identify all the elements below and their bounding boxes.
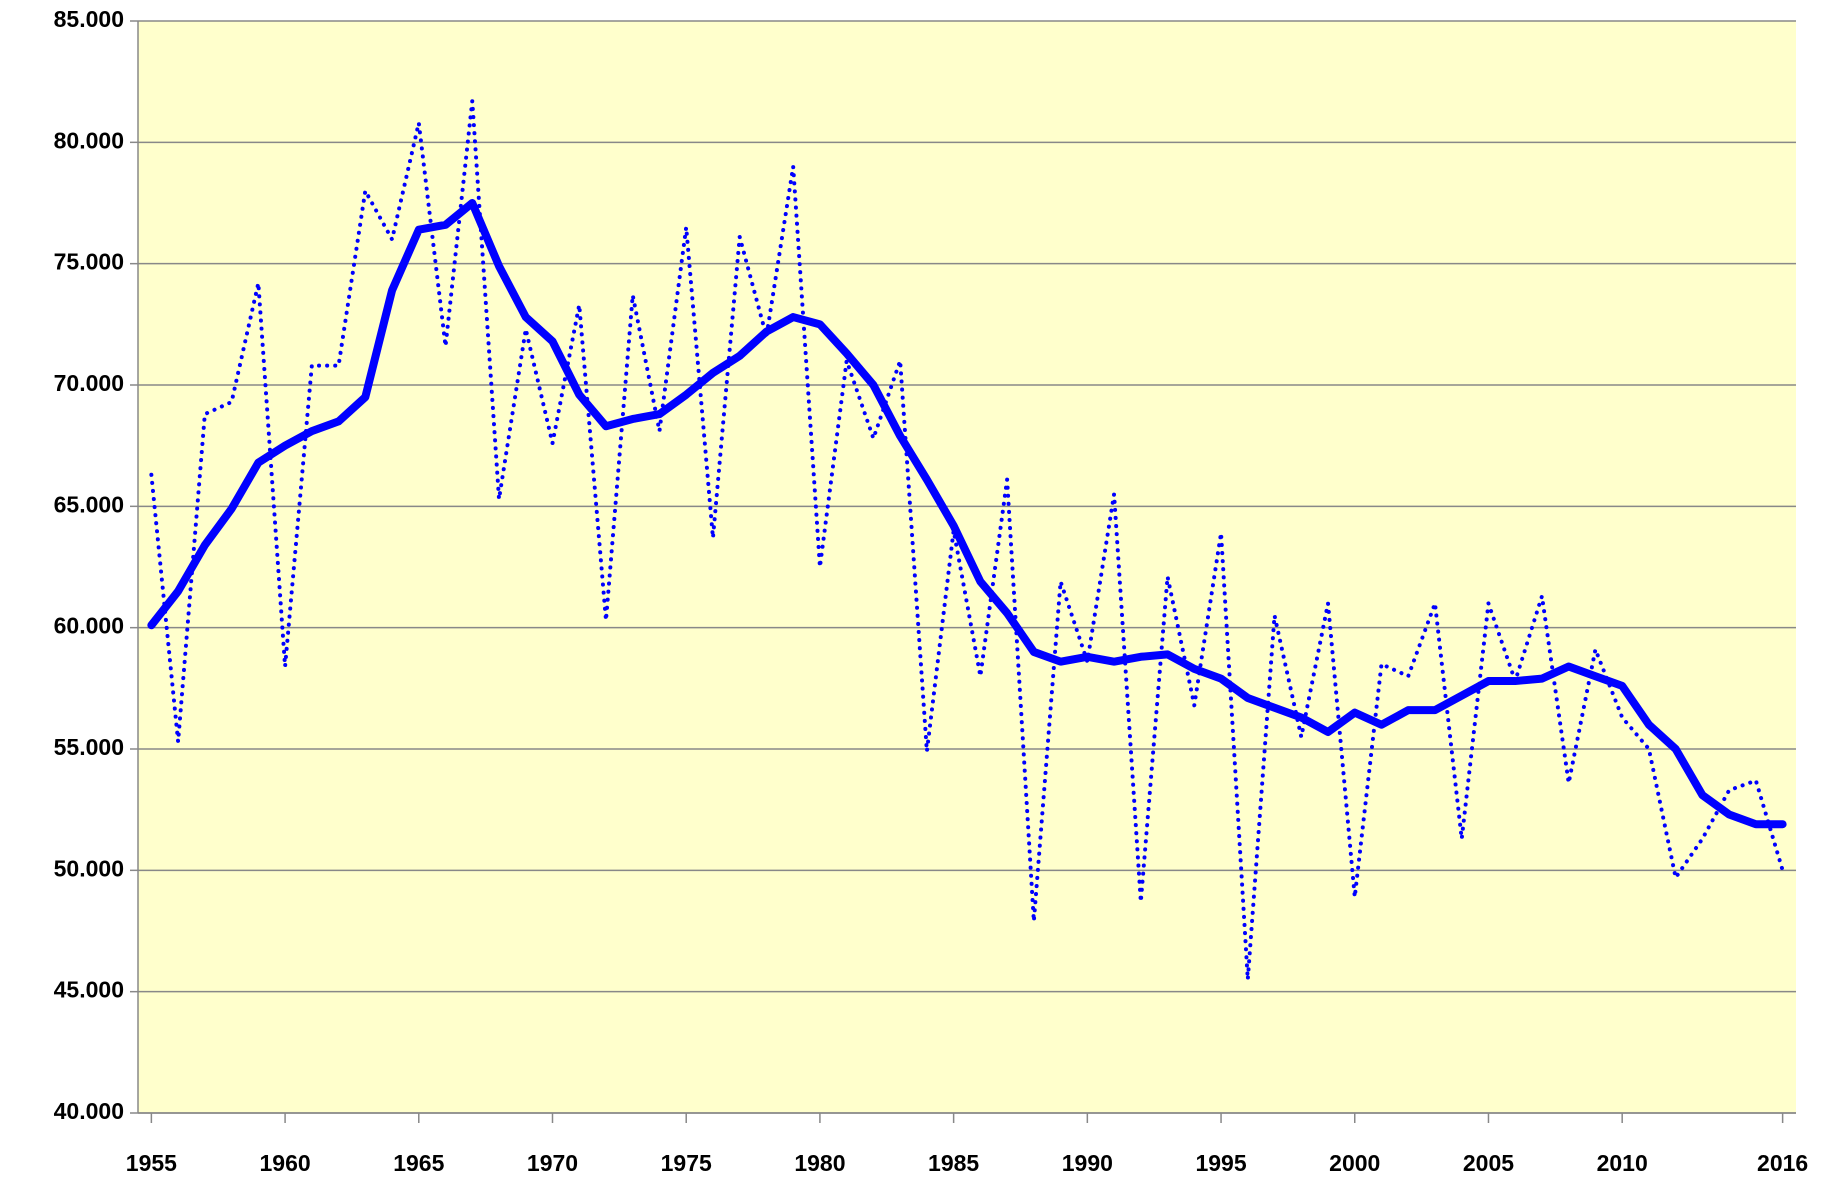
x-tick-label: 1990 — [1062, 1150, 1113, 1176]
x-tick-label: 2000 — [1329, 1150, 1380, 1176]
y-tick-label: 60.000 — [54, 613, 124, 639]
y-tick-label: 80.000 — [54, 127, 124, 153]
y-tick-label: 65.000 — [54, 491, 124, 517]
x-tick-label: 2016 — [1757, 1150, 1808, 1176]
x-tick-label: 1985 — [928, 1150, 979, 1176]
y-tick-label: 45.000 — [54, 977, 124, 1003]
y-tick-label: 50.000 — [54, 855, 124, 881]
y-tick-label: 40.000 — [54, 1098, 124, 1124]
y-tick-label: 55.000 — [54, 734, 124, 760]
x-tick-label: 2005 — [1463, 1150, 1514, 1176]
y-tick-label: 75.000 — [54, 249, 124, 275]
x-tick-label: 1970 — [527, 1150, 578, 1176]
plot-area — [138, 21, 1796, 1113]
y-tick-label: 85.000 — [54, 6, 124, 32]
x-tick-label: 1965 — [393, 1150, 444, 1176]
x-tick-label: 2010 — [1597, 1150, 1648, 1176]
y-tick-label: 70.000 — [54, 370, 124, 396]
x-tick-label: 1975 — [661, 1150, 712, 1176]
x-tick-label: 1980 — [794, 1150, 845, 1176]
x-tick-label: 1960 — [259, 1150, 310, 1176]
x-tick-label: 1955 — [126, 1150, 177, 1176]
data-line — [147, 199, 1787, 829]
x-tick-label: 1995 — [1195, 1150, 1246, 1176]
